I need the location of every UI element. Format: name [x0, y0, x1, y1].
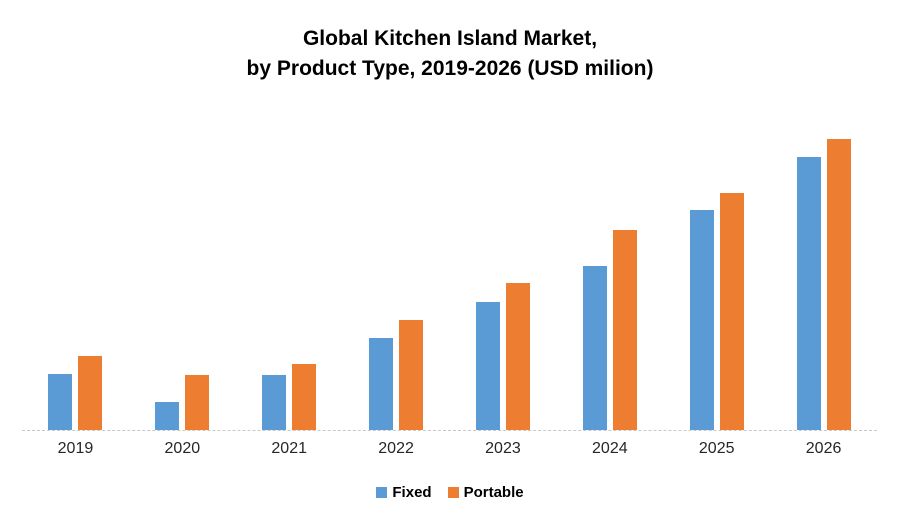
bar-fixed-2025 — [689, 210, 714, 430]
bar-fixed-2023 — [475, 302, 500, 430]
bar-group-2023 — [450, 100, 557, 430]
chart-legend: Fixed Portable — [0, 484, 900, 501]
bar-portable-2026 — [826, 139, 851, 430]
bar-portable-2025 — [719, 193, 744, 430]
x-axis: 2019 2020 2021 2022 2023 2024 2025 2026 — [22, 440, 877, 458]
bar-fixed-2024 — [582, 266, 607, 430]
x-axis-label-2022: 2022 — [378, 440, 414, 457]
legend-swatch-icon-portable — [447, 487, 459, 498]
bar-fixed-2026 — [796, 157, 821, 430]
chart-title-line2: by Product Type, 2019-2026 (USD milion) — [246, 57, 654, 80]
x-axis-label-2021: 2021 — [271, 440, 307, 457]
bar-group-2026 — [770, 100, 877, 430]
x-axis-label-2026: 2026 — [805, 440, 842, 457]
bar-portable-2023 — [505, 283, 530, 430]
legend-item-portable: Portable — [447, 484, 524, 501]
bar-group-2025 — [663, 100, 770, 430]
bar-fixed-2020 — [155, 402, 180, 430]
legend-label-fixed: Fixed — [392, 484, 432, 501]
bar-portable-2021 — [292, 364, 317, 430]
bar-portable-2019 — [78, 356, 103, 430]
x-axis-label-2025: 2025 — [698, 440, 735, 457]
x-axis-label-2019: 2019 — [57, 440, 94, 457]
chart-title-line1: Global Kitchen Island Market, — [302, 27, 598, 50]
chart-title: Global Kitchen Island Market, by Product… — [0, 24, 900, 84]
bar-group-2024 — [556, 100, 663, 430]
bar-group-2020 — [129, 100, 236, 430]
legend-item-fixed: Fixed — [376, 484, 432, 501]
legend-label-portable: Portable — [463, 484, 524, 501]
plot-area — [22, 100, 877, 431]
x-axis-label-2024: 2024 — [592, 440, 628, 457]
bar-portable-2024 — [612, 230, 637, 430]
bar-portable-2022 — [399, 320, 424, 430]
legend-swatch-icon-fixed — [376, 487, 388, 498]
bar-fixed-2019 — [48, 374, 73, 430]
x-axis-label-2023: 2023 — [485, 440, 521, 457]
bar-fixed-2021 — [262, 375, 287, 430]
bar-portable-2020 — [185, 375, 210, 430]
bar-fixed-2022 — [369, 338, 394, 430]
bar-group-2019 — [22, 100, 129, 430]
bar-group-2022 — [343, 100, 450, 430]
x-axis-label-2020: 2020 — [164, 440, 201, 457]
bar-group-2021 — [236, 100, 343, 430]
